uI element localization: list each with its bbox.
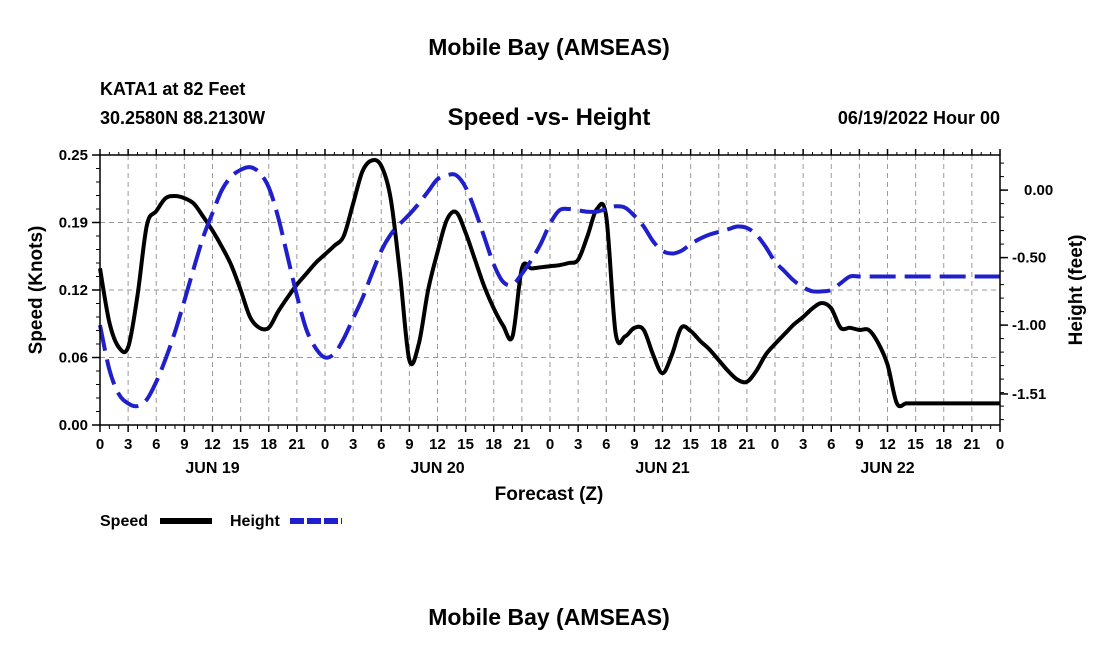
x-axis: 0 3 6 9 12 15 18 21 0 3 6 9 12 15 18 21 0 3 6 9 12 15 18 21 0 3 6 9… (96, 149, 1004, 477)
x-tick-label: 21 (514, 436, 531, 453)
x-tick-label: 0 (96, 436, 104, 453)
x-tick-label: 18 (935, 436, 952, 453)
x-tick-label: 6 (152, 436, 160, 453)
x-tick-label: 15 (682, 436, 699, 453)
station-coords: 30.2580N 88.2130W (100, 108, 265, 128)
x-tick-label: 9 (180, 436, 188, 453)
x-tick-label: 9 (630, 436, 638, 453)
grid-lines (100, 155, 1000, 425)
x-tick-label: 15 (457, 436, 474, 453)
x-tick-label: 18 (710, 436, 727, 453)
left-y-tick-label: 0.25 (59, 147, 88, 164)
station-label: KATA1 at 82 Feet (100, 79, 245, 99)
x-tick-label: 0 (546, 436, 554, 453)
date-label: JUN 22 (860, 460, 914, 477)
series-line-height (98, 165, 1000, 409)
x-tick-label: 12 (429, 436, 446, 453)
left-y-axis: 0.00 0.06 0.12 0.19 0.25 (59, 147, 100, 434)
plot-frame (99, 154, 1001, 426)
right-y-axis: 0.00 -0.50 -1.00 -1.51 (1000, 162, 1053, 421)
x-tick-label: 0 (996, 436, 1004, 453)
x-tick-label: 12 (654, 436, 671, 453)
legend-speed-label: Speed (100, 513, 148, 530)
right-y-tick-label: -0.50 (1012, 250, 1046, 267)
repeated-chart-title: Mobile Bay (AMSEAS) (428, 604, 670, 630)
x-tick-label: 21 (739, 436, 756, 453)
x-tick-label: 18 (260, 436, 277, 453)
x-tick-label: 0 (771, 436, 779, 453)
left-y-tick-label: 0.12 (59, 282, 88, 299)
legend: Speed Height (100, 513, 342, 530)
right-y-tick-label: 0.00 (1024, 182, 1053, 199)
x-tick-label: 3 (799, 436, 807, 453)
x-tick-label: 21 (289, 436, 306, 453)
x-tick-label: 3 (574, 436, 582, 453)
x-tick-label: 6 (377, 436, 385, 453)
left-y-axis-label: Speed (Knots) (26, 226, 47, 355)
right-y-tick-label: -1.00 (1012, 317, 1046, 334)
left-y-tick-label: 0.06 (59, 350, 88, 367)
x-tick-label: 15 (907, 436, 924, 453)
chart-subtitle: Speed -vs- Height (448, 104, 651, 131)
x-tick-label: 9 (405, 436, 413, 453)
date-label: JUN 21 (635, 460, 689, 477)
x-tick-label: 0 (321, 436, 329, 453)
x-tick-label: 15 (232, 436, 249, 453)
x-tick-label: 9 (855, 436, 863, 453)
x-tick-label: 3 (124, 436, 132, 453)
x-tick-label: 12 (879, 436, 896, 453)
series-lines (98, 157, 1000, 409)
series-line-speed (98, 157, 1000, 409)
left-y-tick-label: 0.00 (59, 417, 88, 434)
right-y-axis-label: Height (feet) (1066, 235, 1087, 346)
chart-title: Mobile Bay (AMSEAS) (428, 34, 670, 60)
x-tick-label: 21 (964, 436, 981, 453)
x-tick-label: 6 (827, 436, 835, 453)
x-tick-label: 12 (204, 436, 221, 453)
right-y-tick-label: -1.51 (1012, 386, 1046, 403)
date-label: JUN 19 (185, 460, 239, 477)
left-y-tick-label: 0.19 (59, 215, 88, 232)
x-tick-label: 3 (349, 436, 357, 453)
date-label: JUN 20 (410, 460, 464, 477)
x-tick-label: 18 (485, 436, 502, 453)
legend-height-label: Height (230, 513, 280, 530)
x-tick-label: 6 (602, 436, 610, 453)
x-axis-label: Forecast (Z) (495, 484, 604, 505)
forecast-datetime: 06/19/2022 Hour 00 (838, 108, 1000, 128)
